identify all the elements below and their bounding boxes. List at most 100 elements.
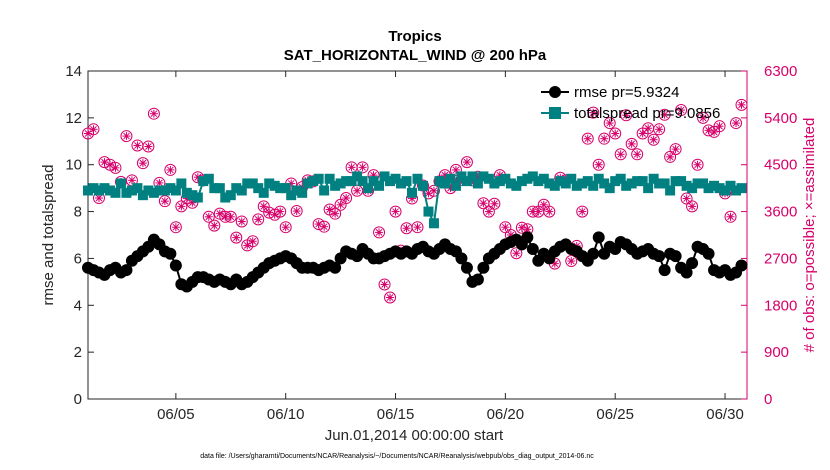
y-ticks: 0 2 4 6 8 10 12 14: [65, 63, 94, 408]
totalspread-point: [280, 183, 291, 194]
y-right-tick-label: 6300: [764, 63, 797, 80]
x-axis-label: Jun.01,2014 00:00:00 start: [325, 427, 504, 444]
totalspread-point: [577, 178, 588, 189]
obs-count-point: [724, 210, 737, 223]
rmse-point: [120, 264, 133, 277]
totalspread-point: [615, 173, 626, 184]
obs-count-point: [581, 132, 594, 145]
obs-count-point: [603, 117, 616, 130]
obs-count-point: [246, 235, 259, 248]
legend: rmse pr=5.9324 totalspread pr=9.0856: [541, 84, 720, 122]
totalspread-point: [308, 176, 319, 187]
rmse-point: [686, 257, 699, 270]
totalspread-point: [132, 183, 143, 194]
obs-count-point: [411, 221, 424, 234]
legend-spread-label: totalspread pr=9.0856: [574, 105, 720, 122]
totalspread-point: [527, 171, 538, 182]
totalspread-point: [165, 183, 176, 194]
totalspread-point: [137, 190, 148, 201]
totalspread-point: [286, 190, 297, 201]
obs-count-point: [625, 137, 638, 150]
obs-count-point: [142, 140, 155, 153]
totalspread-point: [159, 185, 170, 196]
totalspread-point: [637, 176, 648, 187]
totalspread-point: [198, 176, 209, 187]
totalspread-point: [445, 173, 456, 184]
totalspread-point: [582, 176, 593, 187]
totalspread-point: [714, 183, 725, 194]
totalspread-point: [104, 185, 115, 196]
totalspread-point: [379, 171, 390, 182]
totalspread-point: [154, 185, 165, 196]
totalspread-point: [483, 173, 494, 184]
obs-count-point: [664, 150, 677, 163]
y-right-ticks: 0 900 1800 2700 3600 4500 5400 6300: [741, 63, 797, 408]
totalspread-point: [341, 176, 352, 187]
totalspread-point: [291, 185, 302, 196]
obs-count-point: [136, 157, 149, 170]
data-file-footnote: data file: /Users/gharamti/Documents/NCA…: [200, 453, 594, 460]
legend-rmse-label: rmse pr=5.9324: [574, 84, 679, 101]
obs-count-series: [82, 98, 748, 304]
totalspread-point: [170, 185, 181, 196]
totalspread-point: [687, 183, 698, 194]
totalspread-point: [225, 190, 236, 201]
totalspread-point: [346, 176, 357, 187]
obs-count-point: [697, 111, 710, 124]
rmse-point: [164, 247, 177, 260]
obs-count-point: [620, 109, 633, 122]
y-axis-label: rmse and totalspread: [40, 165, 57, 306]
totalspread-point: [203, 173, 214, 184]
rmse-point: [680, 266, 693, 279]
y-right-tick-label: 900: [764, 344, 789, 361]
totalspread-point: [676, 176, 687, 187]
totalspread-point: [593, 173, 604, 184]
totalspread-point: [126, 185, 137, 196]
totalspread-point: [500, 173, 511, 184]
rmse-point: [329, 261, 342, 274]
totalspread-point: [681, 180, 692, 191]
obs-count-point: [279, 221, 292, 234]
totalspread-point: [555, 176, 566, 187]
rmse-point: [653, 250, 666, 263]
y-tick-label: 8: [74, 204, 82, 221]
totalspread-point: [83, 185, 93, 196]
totalspread-point: [456, 171, 467, 182]
totalspread-point: [93, 185, 104, 196]
totalspread-point: [214, 183, 225, 194]
obs-count-point: [521, 223, 534, 236]
totalspread-point: [467, 171, 478, 182]
y-tick-label: 4: [74, 297, 82, 314]
totalspread-point: [220, 192, 231, 203]
totalspread-point: [626, 178, 637, 189]
y-right-tick-label: 4500: [764, 157, 797, 174]
totalspread-point: [192, 192, 203, 203]
obs-count-point: [449, 163, 462, 176]
totalspread-point: [621, 180, 632, 191]
x-tick-label: 06/30: [706, 406, 744, 423]
rmse-point: [460, 261, 473, 274]
totalspread-series: [83, 171, 747, 229]
y-tick-label: 2: [74, 344, 82, 361]
obs-count-point: [252, 213, 265, 226]
totalspread-point: [187, 190, 198, 201]
obs-count-point: [477, 197, 490, 210]
totalspread-point: [423, 206, 434, 217]
obs-count-point: [131, 139, 144, 152]
totalspread-point: [428, 218, 439, 229]
totalspread-point: [121, 187, 132, 198]
obs-count-point: [389, 205, 402, 218]
totalspread-point: [450, 180, 461, 191]
totalspread-point: [335, 178, 346, 189]
rmse-point: [477, 261, 490, 274]
y-tick-label: 12: [65, 110, 82, 127]
totalspread-point: [538, 173, 549, 184]
x-tick-label: 06/25: [596, 406, 634, 423]
totalspread-point: [368, 176, 379, 187]
obs-count-point: [631, 148, 644, 161]
x-tick-label: 06/05: [157, 406, 195, 423]
x-tick-label: 06/15: [377, 406, 415, 423]
totalspread-point: [115, 178, 126, 189]
totalspread-point: [357, 176, 368, 187]
